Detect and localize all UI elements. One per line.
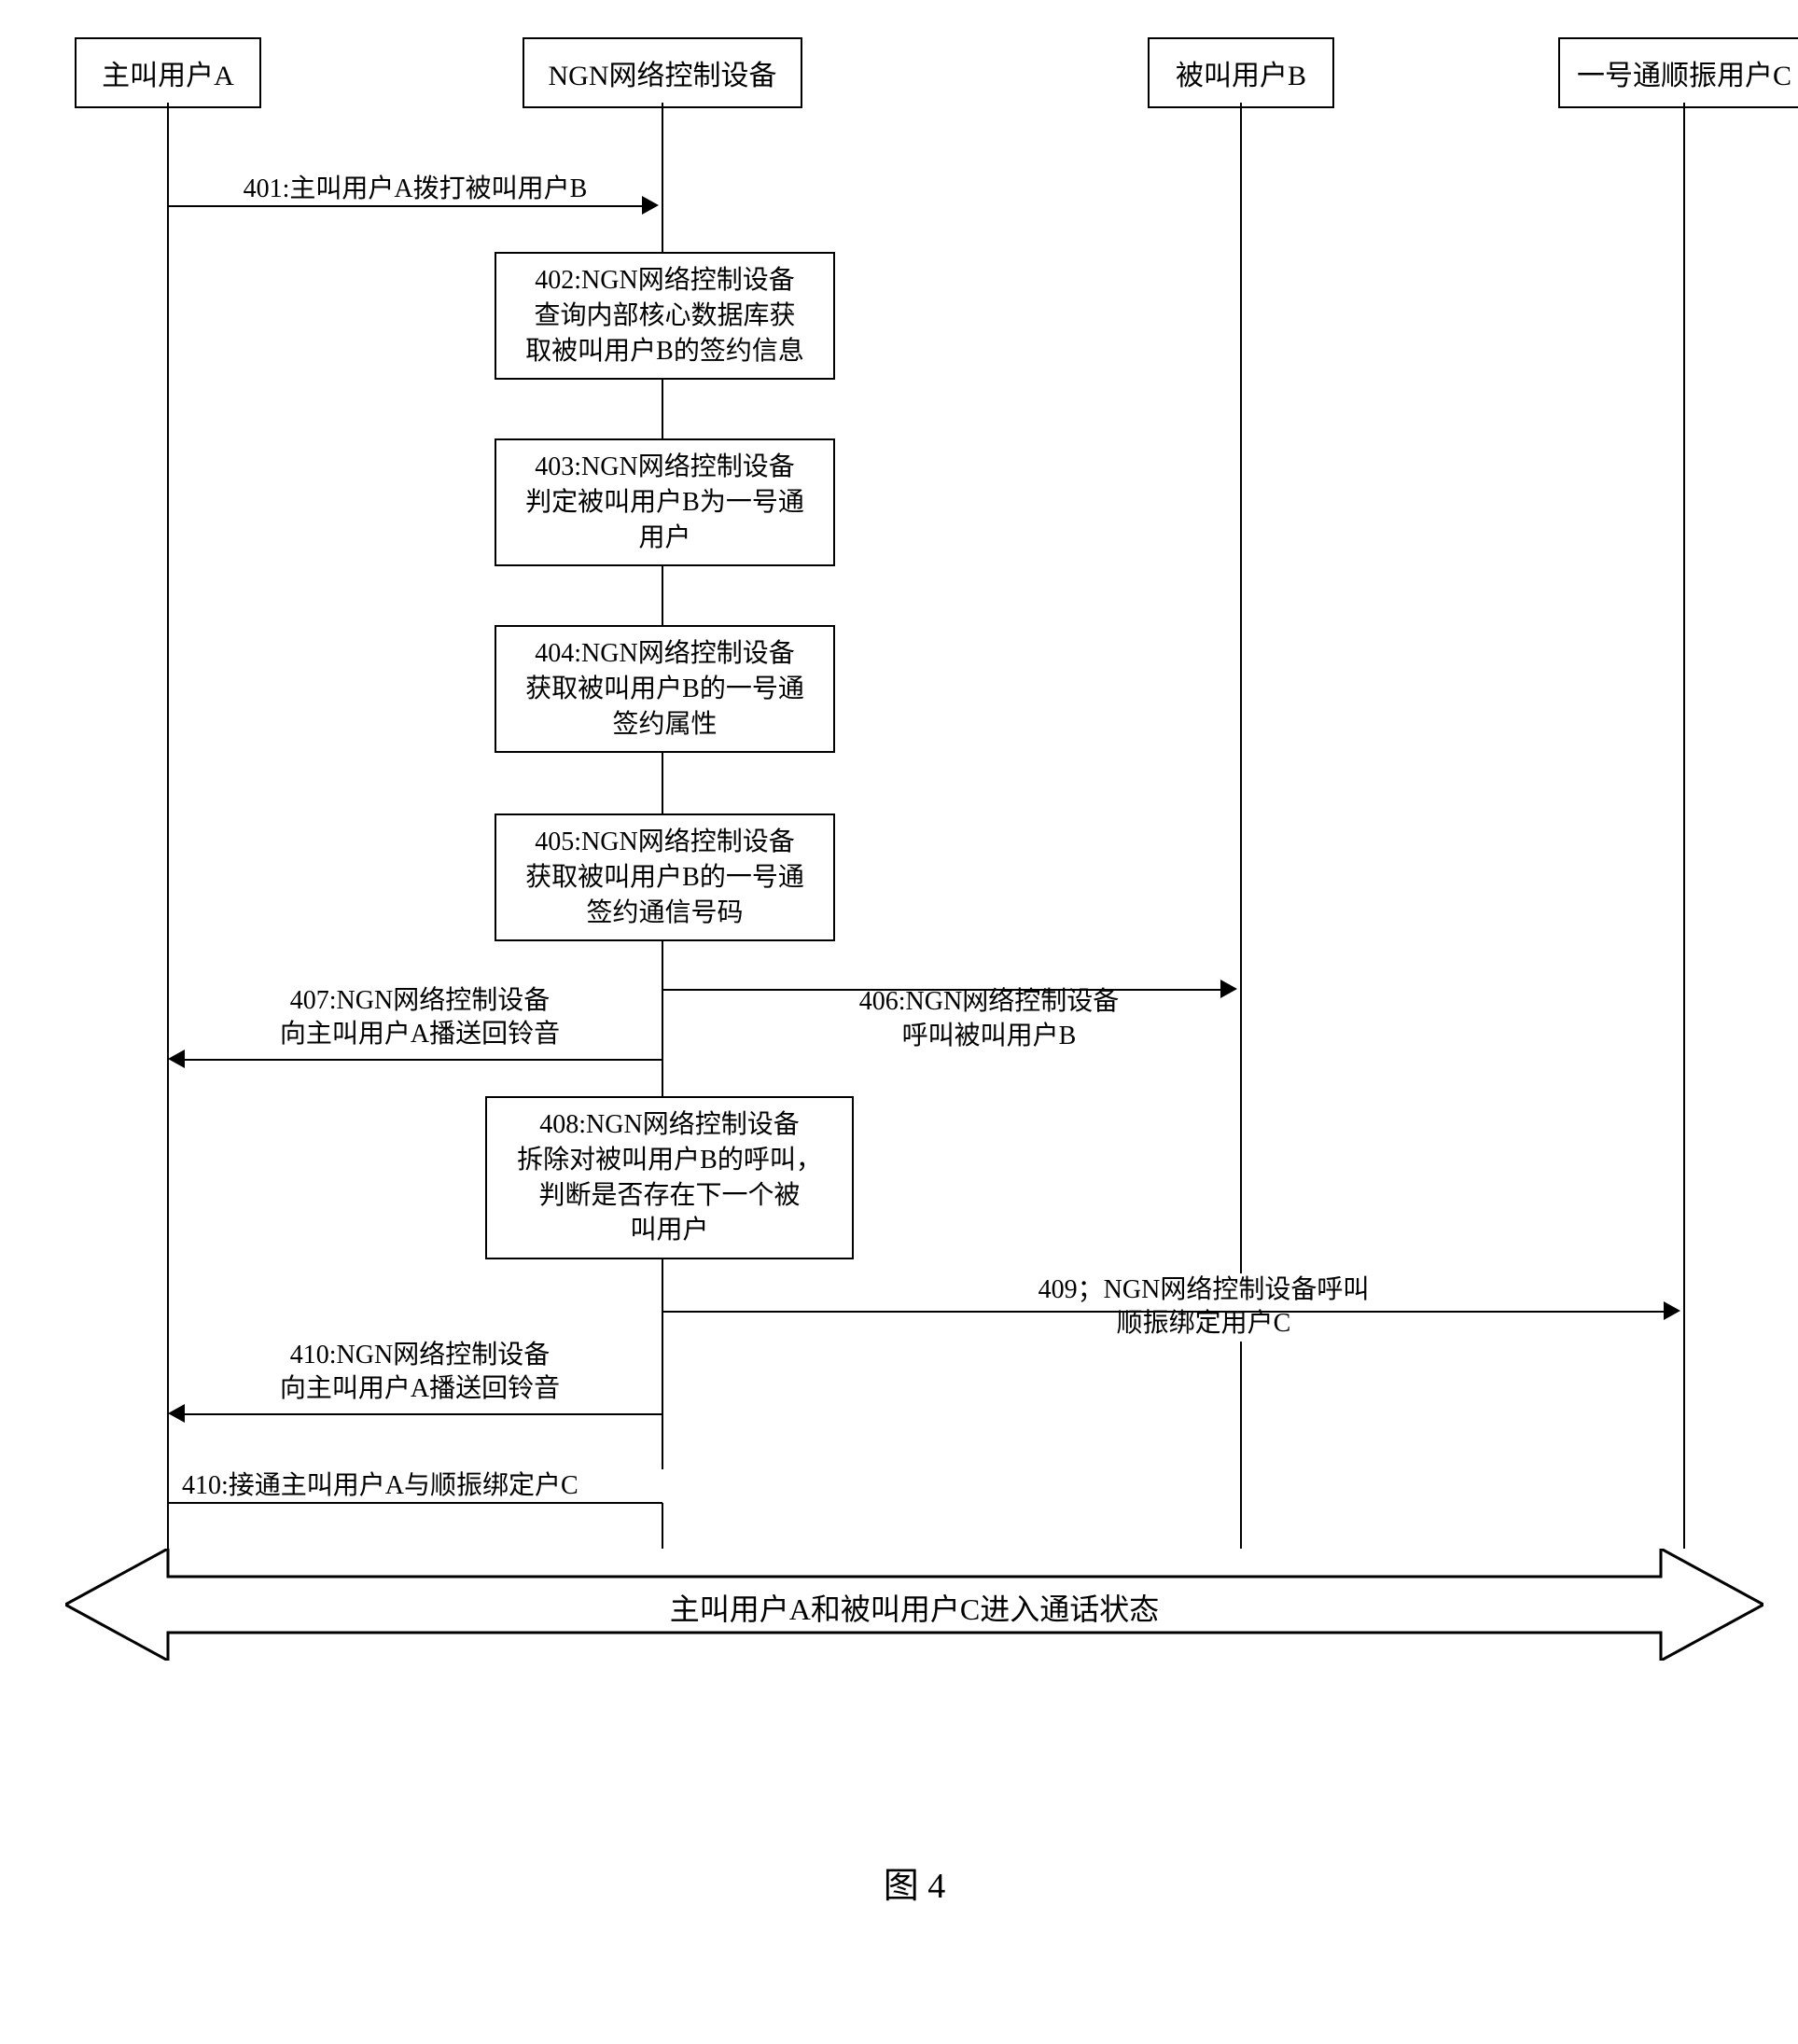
msg-410b-label: 410:接通主叫用户A与顺振绑定户C <box>182 1469 667 1503</box>
sequence-diagram: 主叫用户A NGN网络控制设备 被叫用户B 一号通顺振用户C 401:主叫用户A… <box>19 19 1798 2025</box>
msg-text: 406:NGN网络控制设备 呼叫被叫用户B <box>859 987 1119 1050</box>
figure-text: 图 4 <box>884 1867 946 1906</box>
msg-401-arrowhead <box>642 196 659 215</box>
msg-407-label: 407:NGN网络控制设备 向主叫用户A播送回铃音 <box>233 984 606 1052</box>
box-404: 404:NGN网络控制设备 获取被叫用户B的一号通 签约属性 <box>495 625 835 753</box>
box-text: 408:NGN网络控制设备 拆除对被叫用户B的呼叫， 判断是否存在下一个被 叫用… <box>517 1110 822 1244</box>
big-arrow-label: 主叫用户A和被叫用户C进入通话状态 <box>65 1586 1763 1629</box>
msg-410a-label: 410:NGN网络控制设备 向主叫用户A播送回铃音 <box>233 1339 606 1407</box>
msg-407-arrowhead <box>168 1050 185 1068</box>
msg-text: 410:NGN网络控制设备 向主叫用户A播送回铃音 <box>280 1341 560 1403</box>
msg-410a-arrowhead <box>168 1404 185 1423</box>
lifeline-a <box>167 103 169 1549</box>
box-text: 405:NGN网络控制设备 获取被叫用户B的一号通 签约通信号码 <box>525 827 804 927</box>
msg-409-label: 409；NGN网络控制设备呼叫 顺振绑定用户C <box>970 1273 1437 1342</box>
msg-text: 410:接通主叫用户A与顺振绑定户C <box>182 1471 578 1500</box>
msg-409-arrowhead <box>1664 1301 1680 1320</box>
participant-user-c: 一号通顺振用户C <box>1558 37 1798 108</box>
figure-caption: 图 4 <box>821 1856 1008 1908</box>
box-text: 404:NGN网络控制设备 获取被叫用户B的一号通 签约属性 <box>525 639 804 739</box>
connector-403-404 <box>662 569 663 625</box>
msg-409-arrow <box>662 1311 1666 1313</box>
participant-label: NGN网络控制设备 <box>549 61 777 91</box>
big-double-arrow: 主叫用户A和被叫用户C进入通话状态 <box>65 1549 1763 1661</box>
box-405: 405:NGN网络控制设备 获取被叫用户B的一号通 签约通信号码 <box>495 813 835 941</box>
msg-401-arrow <box>168 205 644 207</box>
box-text: 402:NGN网络控制设备 查询内部核心数据库获 取被叫用户B的签约信息 <box>525 266 804 366</box>
participant-user-b: 被叫用户B <box>1148 37 1334 108</box>
msg-406-label: 406:NGN网络控制设备 呼叫被叫用户B <box>812 952 1166 1053</box>
participant-label: 被叫用户B <box>1176 61 1306 91</box>
participant-label: 一号通顺振用户C <box>1577 61 1791 91</box>
lifeline-c <box>1683 103 1685 1549</box>
participant-user-a: 主叫用户A <box>75 37 261 108</box>
msg-410a-arrow <box>185 1413 662 1415</box>
msg-406-arrowhead <box>1220 980 1237 998</box>
box-402: 402:NGN网络控制设备 查询内部核心数据库获 取被叫用户B的签约信息 <box>495 252 835 380</box>
msg-406-arrow <box>662 989 1222 991</box>
box-text: 403:NGN网络控制设备 判定被叫用户B为一号通 用户 <box>525 452 804 552</box>
connector-402-403 <box>662 382 663 438</box>
msg-401-label: 401:主叫用户A拨打被叫用户B <box>191 173 639 206</box>
big-arrow-text: 主叫用户A和被叫用户C进入通话状态 <box>670 1592 1159 1626</box>
msg-text: 409；NGN网络控制设备呼叫 顺振绑定用户C <box>1038 1275 1370 1338</box>
msg-text: 401:主叫用户A拨打被叫用户B <box>244 174 588 203</box>
box-408: 408:NGN网络控制设备 拆除对被叫用户B的呼叫， 判断是否存在下一个被 叫用… <box>485 1096 854 1259</box>
connector-404-405 <box>662 756 663 813</box>
participant-label: 主叫用户A <box>102 61 234 91</box>
msg-text: 407:NGN网络控制设备 向主叫用户A播送回铃音 <box>280 986 560 1049</box>
box-403: 403:NGN网络控制设备 判定被叫用户B为一号通 用户 <box>495 438 835 566</box>
participant-ngn: NGN网络控制设备 <box>523 37 802 108</box>
msg-410b-arrow <box>168 1502 662 1504</box>
msg-407-arrow <box>185 1059 662 1061</box>
